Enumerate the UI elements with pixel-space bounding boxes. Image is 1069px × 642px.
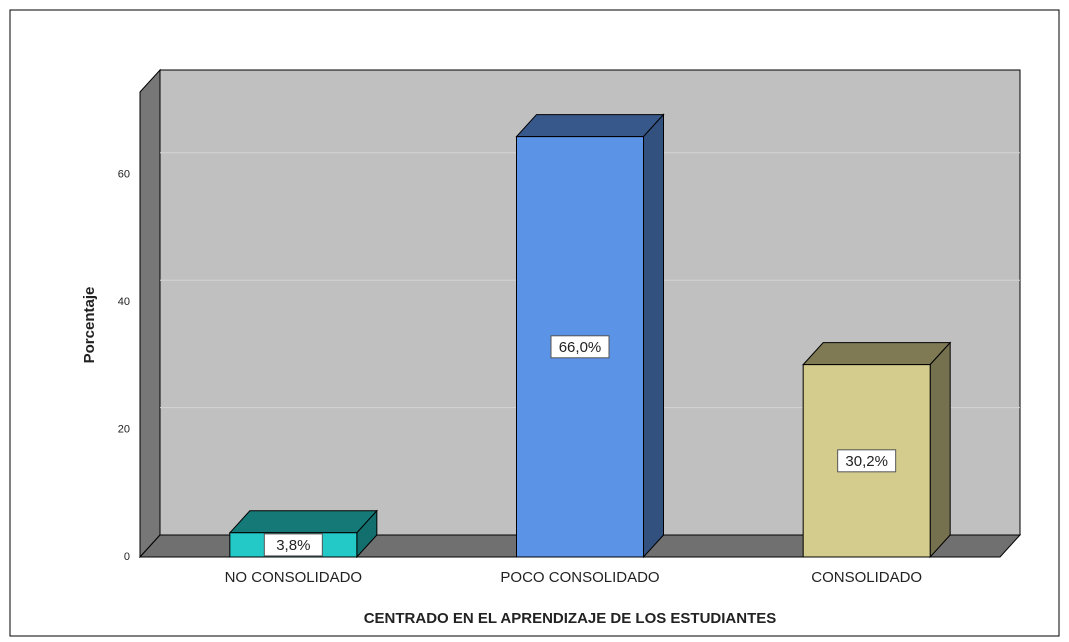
- y-tick-label: 0: [124, 551, 130, 563]
- x-tick-label: NO CONSOLIDADO: [225, 569, 363, 586]
- x-tick-label: POCO CONSOLIDADO: [500, 569, 659, 586]
- x-tick-label: CONSOLIDADO: [811, 569, 922, 586]
- bar-top: [802, 342, 952, 366]
- y-tick-label: 60: [118, 169, 130, 181]
- bar-top: [228, 510, 378, 534]
- bar-side: [929, 341, 951, 559]
- y-tick-label: 40: [118, 296, 130, 308]
- value-label-box: [550, 335, 610, 359]
- value-label: 3,8%: [276, 537, 310, 554]
- y-tick-label: 20: [118, 424, 130, 436]
- left-wall: [139, 68, 161, 559]
- bar-top: [515, 114, 665, 138]
- value-label: 30,2%: [845, 453, 888, 470]
- value-label-box: [837, 449, 897, 473]
- value-label: 66,0%: [559, 339, 602, 356]
- bar-side: [643, 113, 664, 559]
- value-label-box: [263, 533, 323, 557]
- x-axis-title: CENTRADO EN EL APRENDIZAJE DE LOS ESTUDI…: [364, 610, 777, 627]
- y-axis-title: Porcentaje: [81, 287, 98, 364]
